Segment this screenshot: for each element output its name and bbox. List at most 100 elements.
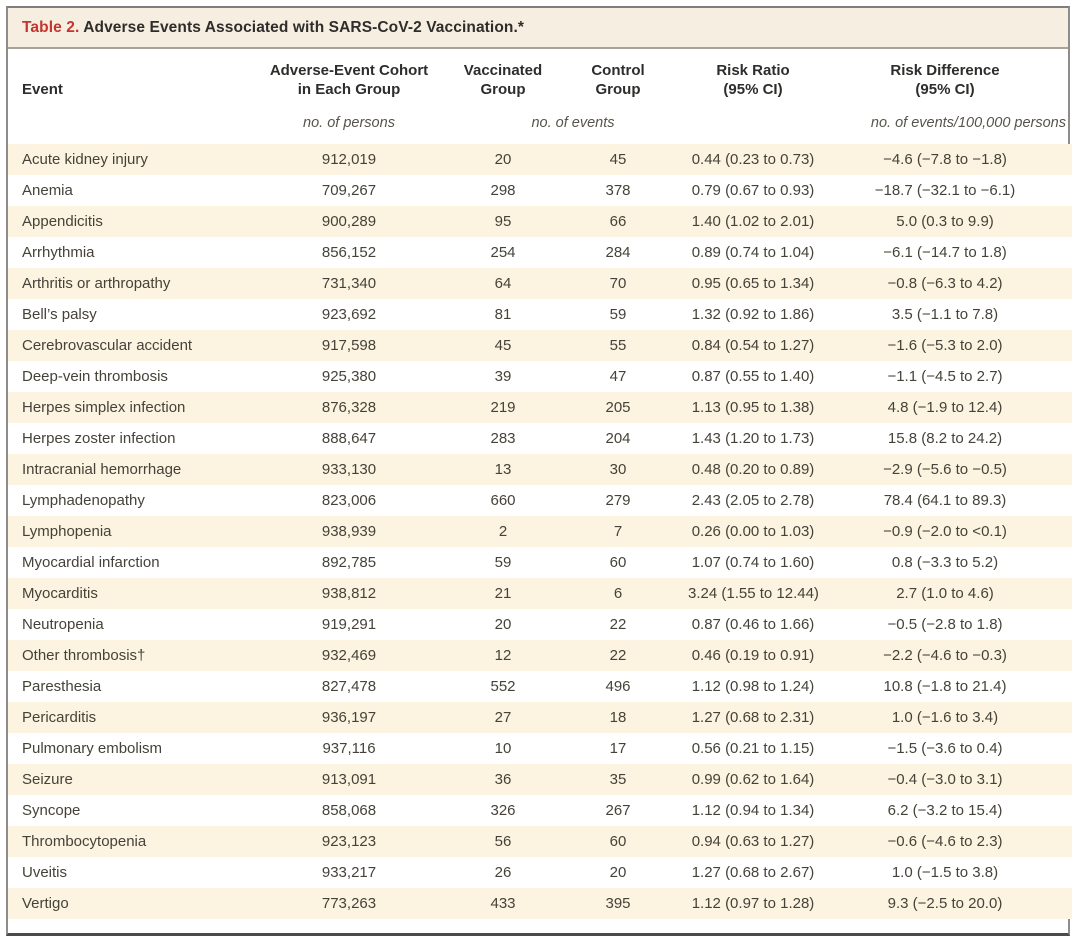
risk-diff-cell: 10.8 (−1.8 to 21.4) — [883, 678, 1007, 695]
table-row: Uveitis 933,217 26 20 1.27 (0.68 to 2.67) 1.0… — [8, 857, 1072, 888]
event-cell: Acute kidney injury — [22, 151, 148, 168]
table-title-text: Adverse Events Associated with SARS-CoV-… — [83, 19, 525, 36]
risk-diff-cell: 78.4 (64.1 to 89.3) — [883, 492, 1007, 509]
risk-ratio-cell: 1.40 (1.02 to 2.01) — [691, 213, 815, 230]
control-cell: 60 — [609, 554, 627, 571]
risk-diff-cell: −0.5 (−2.8 to 1.8) — [887, 616, 1003, 633]
control-cell: 47 — [609, 368, 627, 385]
vaccinated-cell: 219 — [490, 399, 516, 416]
table-row: Deep-vein thrombosis 925,380 39 47 0.87 (0.5… — [8, 361, 1072, 392]
units-row: no. of persons no. of events no. of even… — [8, 99, 1072, 144]
vaccinated-cell: 2 — [498, 523, 508, 540]
risk-ratio-cell: 0.26 (0.00 to 1.03) — [691, 523, 815, 540]
table-row: Seizure 913,091 36 35 0.99 (0.62 to 1.64) −0.… — [8, 764, 1072, 795]
col-header-risk-ratio: Risk Ratio (95% CI) — [716, 62, 790, 98]
risk-diff-cell: −0.4 (−3.0 to 3.1) — [887, 771, 1003, 788]
cohort-cell: 925,380 — [321, 368, 377, 385]
cohort-cell: 913,091 — [321, 771, 377, 788]
vaccinated-cell: 13 — [494, 461, 512, 478]
event-cell: Cerebrovascular accident — [22, 337, 193, 354]
table-row: Other thrombosis† 932,469 12 22 0.46 (0.19 t… — [8, 640, 1072, 671]
event-cell: Intracranial hemorrhage — [22, 461, 182, 478]
event-cell: Other thrombosis† — [22, 647, 146, 664]
vaccinated-cell: 56 — [494, 833, 512, 850]
control-cell: 59 — [609, 306, 627, 323]
risk-diff-cell: 1.0 (−1.5 to 3.8) — [891, 864, 999, 881]
event-cell: Lymphadenopathy — [22, 492, 145, 509]
event-cell: Thrombocytopenia — [22, 833, 147, 850]
cohort-cell: 876,328 — [321, 399, 377, 416]
cohort-cell: 858,068 — [321, 802, 377, 819]
cohort-cell: 933,217 — [321, 864, 377, 881]
risk-ratio-cell: 1.27 (0.68 to 2.31) — [691, 709, 815, 726]
column-header-row: Event Adverse-Event Cohort in Each Group… — [8, 49, 1072, 99]
event-cell: Arrhythmia — [22, 244, 95, 261]
control-cell: 22 — [609, 647, 627, 664]
control-cell: 17 — [609, 740, 627, 757]
vaccinated-cell: 39 — [494, 368, 512, 385]
control-cell: 279 — [605, 492, 631, 509]
event-cell: Neutropenia — [22, 616, 104, 633]
table-row: Pericarditis 936,197 27 18 1.27 (0.68 to 2.3… — [8, 702, 1072, 733]
risk-ratio-cell: 1.12 (0.98 to 1.24) — [691, 678, 815, 695]
event-cell: Uveitis — [22, 864, 68, 881]
control-cell: 284 — [605, 244, 631, 261]
risk-diff-cell: 9.3 (−2.5 to 20.0) — [887, 895, 1003, 912]
cohort-cell: 900,289 — [321, 213, 377, 230]
risk-diff-cell: 2.7 (1.0 to 4.6) — [896, 585, 994, 602]
vaccinated-cell: 45 — [494, 337, 512, 354]
col-header-event-label: Event — [22, 81, 63, 98]
cohort-cell: 731,340 — [321, 275, 377, 292]
table-number-label: Table 2. — [22, 19, 80, 36]
risk-diff-cell: −1.1 (−4.5 to 2.7) — [887, 368, 1003, 385]
risk-ratio-cell: 0.94 (0.63 to 1.27) — [691, 833, 815, 850]
vaccinated-cell: 10 — [494, 740, 512, 757]
table-row: Myocardial infarction 892,785 59 60 1.07 (0.… — [8, 547, 1072, 578]
vaccinated-cell: 660 — [490, 492, 516, 509]
event-cell: Myocarditis — [22, 585, 98, 602]
table-body: Acute kidney injury 912,019 20 45 0.44 (0.23… — [8, 144, 1072, 919]
control-cell: 22 — [609, 616, 627, 633]
vaccinated-cell: 27 — [494, 709, 512, 726]
risk-ratio-cell: 1.12 (0.94 to 1.34) — [691, 802, 815, 819]
table-row: Arthritis or arthropathy 731,340 64 70 0.95 … — [8, 268, 1072, 299]
risk-ratio-cell: 1.12 (0.97 to 1.28) — [691, 895, 815, 912]
vaccinated-cell: 26 — [494, 864, 512, 881]
risk-ratio-cell: 0.99 (0.62 to 1.64) — [691, 771, 815, 788]
adverse-events-table: Event Adverse-Event Cohort in Each Group… — [8, 49, 1072, 919]
vaccinated-cell: 64 — [494, 275, 512, 292]
cohort-cell: 923,123 — [321, 833, 377, 850]
event-cell: Myocardial infarction — [22, 554, 160, 571]
control-cell: 205 — [605, 399, 631, 416]
vaccinated-cell: 254 — [490, 244, 516, 261]
table-row: Pulmonary embolism 937,116 10 17 0.56 (0.21 … — [8, 733, 1072, 764]
cohort-cell: 937,116 — [322, 740, 376, 757]
risk-ratio-cell: 2.43 (2.05 to 2.78) — [691, 492, 815, 509]
control-cell: 66 — [609, 213, 627, 230]
table-row: Lymphopenia 938,939 2 7 0.26 (0.00 to 1.03) −… — [8, 516, 1072, 547]
control-cell: 7 — [613, 523, 623, 540]
table-header: Event Adverse-Event Cohort in Each Group… — [8, 49, 1072, 144]
vaccinated-cell: 21 — [494, 585, 512, 602]
cohort-cell: 932,469 — [321, 647, 377, 664]
risk-diff-cell: 4.8 (−1.9 to 12.4) — [887, 399, 1003, 416]
units-risk-difference: no. of events/100,000 persons — [870, 115, 1066, 131]
table-row: Anemia 709,267 298 378 0.79 (0.67 to 0.93) −1… — [8, 175, 1072, 206]
cohort-cell: 823,006 — [321, 492, 377, 509]
cohort-cell: 923,692 — [321, 306, 377, 323]
event-cell: Pulmonary embolism — [22, 740, 163, 757]
col-header-vaccinated: Vaccinated Group — [463, 62, 543, 98]
risk-diff-cell: −0.8 (−6.3 to 4.2) — [887, 275, 1003, 292]
table-row: Herpes zoster infection 888,647 283 204 1.43… — [8, 423, 1072, 454]
control-cell: 267 — [605, 802, 631, 819]
event-cell: Bell’s palsy — [22, 306, 97, 323]
table-row: Thrombocytopenia 923,123 56 60 0.94 (0.63 to… — [8, 826, 1072, 857]
cohort-cell: 917,598 — [321, 337, 377, 354]
risk-diff-cell: −2.2 (−4.6 to −0.3) — [883, 647, 1007, 664]
risk-diff-cell: 3.5 (−1.1 to 7.8) — [891, 306, 999, 323]
vaccinated-cell: 326 — [490, 802, 516, 819]
table-frame: Table 2. Adverse Events Associated with … — [6, 6, 1072, 936]
vaccinated-cell: 552 — [490, 678, 516, 695]
vaccinated-cell: 95 — [494, 213, 512, 230]
